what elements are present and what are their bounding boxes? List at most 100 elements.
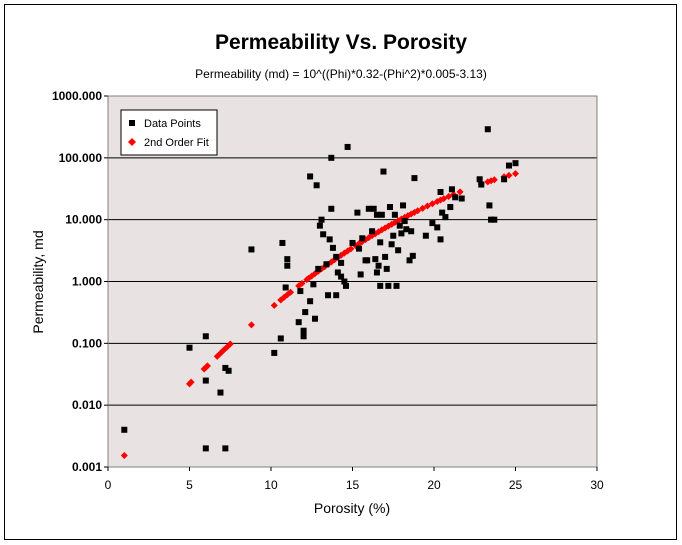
data-point (429, 220, 436, 227)
data-point (396, 222, 403, 229)
data-point (373, 211, 380, 218)
data-point (349, 239, 356, 246)
x-tick-label: 25 (509, 478, 523, 492)
data-point (486, 202, 493, 209)
legend-label-fit: 2nd Order Fit (144, 137, 209, 149)
data-point (422, 232, 429, 239)
chart-title: Permeability Vs. Porosity (215, 31, 467, 54)
y-tick-label: 1000.000 (52, 89, 102, 103)
data-point (408, 228, 415, 235)
data-point (310, 281, 317, 288)
data-point (316, 222, 323, 229)
data-point (313, 182, 320, 189)
data-point (383, 265, 390, 272)
fit-point (428, 200, 436, 208)
y-tick-label: 10.000 (65, 213, 102, 227)
data-point (391, 211, 398, 218)
y-axis-title: Permeability, md (30, 230, 46, 333)
data-point (323, 261, 330, 268)
data-point (458, 195, 465, 202)
data-point (442, 214, 449, 221)
data-point (318, 216, 325, 223)
data-point (328, 205, 335, 212)
data-point (388, 241, 395, 248)
data-point (377, 282, 384, 289)
data-point (315, 265, 322, 272)
data-point (341, 278, 348, 285)
fit-point (120, 452, 128, 460)
data-point (297, 288, 304, 295)
data-point (325, 292, 332, 299)
data-point (370, 205, 377, 212)
fit-point (505, 171, 513, 179)
data-point (186, 344, 193, 351)
data-point (452, 194, 459, 201)
x-tick-label: 15 (346, 478, 360, 492)
data-point (386, 204, 393, 211)
fit-point (490, 176, 498, 184)
data-point (329, 244, 336, 251)
data-point (356, 245, 363, 252)
data-point (307, 173, 314, 180)
data-point (284, 256, 291, 263)
data-point (222, 445, 229, 452)
data-point (393, 282, 400, 289)
data-point (365, 205, 372, 212)
data-point (326, 236, 333, 243)
data-point (400, 202, 407, 209)
x-tick-label: 30 (590, 478, 604, 492)
data-point (380, 168, 387, 175)
fit-point (423, 202, 431, 210)
fit-point (456, 188, 464, 196)
data-point (277, 335, 284, 342)
data-point (334, 269, 341, 276)
x-tick-label: 0 (105, 478, 112, 492)
data-point (401, 218, 408, 225)
data-point (320, 231, 327, 238)
data-point (488, 216, 495, 223)
data-point (225, 367, 232, 374)
x-axis-ticks: 0 5 10 15 20 25 30 (105, 467, 604, 492)
fit-point (187, 378, 195, 386)
legend-marker-fit (128, 138, 136, 146)
data-point (357, 271, 364, 278)
data-point (395, 247, 402, 254)
legend-box (120, 109, 218, 156)
data-point (333, 253, 340, 260)
data-point (434, 224, 441, 231)
data-point (406, 257, 413, 264)
x-tick-label: 10 (264, 478, 278, 492)
data-point (295, 319, 302, 326)
data-point (307, 298, 314, 305)
y-tick-label: 0.100 (72, 336, 102, 350)
data-point (338, 259, 345, 266)
data-point (505, 162, 512, 169)
data-point (390, 232, 397, 239)
data-point (385, 282, 392, 289)
data-point (202, 333, 209, 340)
legend-label-data-points: Data Points (144, 118, 201, 130)
x-tick-label: 20 (427, 478, 441, 492)
y-tick-label: 100.000 (59, 151, 103, 165)
y-axis-ticks: 0.001 0.010 0.100 1.000 10.000 100.000 1000.00… (52, 89, 108, 474)
data-point (501, 176, 508, 183)
chart-frame: Permeability Vs. Porosity Permeability (… (4, 4, 677, 540)
data-point (409, 252, 416, 259)
data-point (248, 246, 255, 253)
data-point (491, 216, 498, 223)
data-point (121, 426, 128, 433)
legend-marker-data-points (129, 120, 135, 126)
data-point (378, 211, 385, 218)
data-point (448, 186, 455, 193)
data-point (222, 364, 229, 371)
data-point (372, 256, 379, 263)
data-point (369, 228, 376, 235)
data-point (437, 236, 444, 243)
chart-subtitle: Permeability (md) = 10^((Phi)*0.32-(Phi^… (195, 67, 487, 81)
data-point (333, 292, 340, 299)
data-point (202, 377, 209, 384)
data-point (478, 181, 485, 188)
data-point (398, 230, 405, 237)
data-point (359, 235, 366, 242)
data-point (439, 209, 446, 216)
